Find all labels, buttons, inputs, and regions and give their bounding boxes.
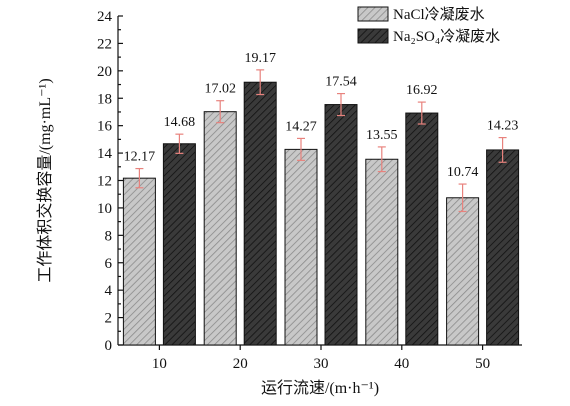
y-tick-label: 14 <box>97 146 113 162</box>
y-tick-label: 22 <box>97 36 112 52</box>
data-label: 10.74 <box>447 165 479 180</box>
x-axis-title: 运行流速/(m·h⁻¹) <box>261 379 379 397</box>
x-tick-label: 30 <box>314 356 329 372</box>
data-label: 19.17 <box>244 51 276 66</box>
x-tick-label: 20 <box>233 356 248 372</box>
bar-nacl-30 <box>284 148 318 346</box>
legend-label: NaCl冷凝废水 <box>393 6 485 23</box>
bar-nacl-50 <box>446 197 480 346</box>
legend: NaCl冷凝废水 Na₂SO₄冷凝废水 <box>357 6 500 45</box>
data-label: 17.02 <box>204 82 236 97</box>
y-tick-label: 2 <box>105 311 113 327</box>
x-tick-label: 40 <box>394 356 409 372</box>
bar-nacl-10 <box>122 177 156 346</box>
legend-swatch <box>357 28 389 44</box>
y-tick-label: 0 <box>105 338 113 354</box>
bar-na2so4-50 <box>486 149 520 346</box>
y-axis-title: 工作体积交换容量/(mg·mL⁻¹) <box>36 78 54 282</box>
data-label: 14.68 <box>164 115 196 130</box>
y-tick-label: 12 <box>97 174 112 190</box>
y-tick-label: 4 <box>105 283 113 299</box>
y-tick-label: 6 <box>105 256 113 272</box>
data-label: 12.17 <box>124 150 156 165</box>
x-tick-label: 50 <box>475 356 490 372</box>
bar-nacl-20 <box>203 111 237 346</box>
bar-na2so4-20 <box>243 81 277 346</box>
y-tick-label: 24 <box>97 9 113 25</box>
data-label: 14.23 <box>487 119 519 134</box>
data-label: 14.27 <box>285 119 317 134</box>
y-tick-label: 18 <box>97 91 112 107</box>
data-labels: 12.17 14.68 17.02 19.17 14.27 17.54 13.55 16.92… <box>124 51 519 180</box>
y-tick-label: 20 <box>97 64 112 80</box>
y-tick-label: 10 <box>97 201 112 217</box>
bar-na2so4-30 <box>324 104 358 346</box>
data-label: 13.55 <box>366 128 398 143</box>
bar-na2so4-10 <box>162 143 196 346</box>
data-label: 16.92 <box>406 83 438 98</box>
legend-label: Na₂SO₄冷凝废水 <box>393 28 500 45</box>
y-tick-label: 16 <box>97 119 113 135</box>
legend-swatch <box>357 6 389 22</box>
bar-nacl-40 <box>365 158 399 346</box>
bars <box>122 81 520 346</box>
error-bars <box>135 69 507 213</box>
data-label: 17.54 <box>325 75 357 90</box>
x-tick-label: 10 <box>152 356 167 372</box>
y-tick-label: 8 <box>105 228 113 244</box>
bar-na2so4-40 <box>405 112 439 346</box>
